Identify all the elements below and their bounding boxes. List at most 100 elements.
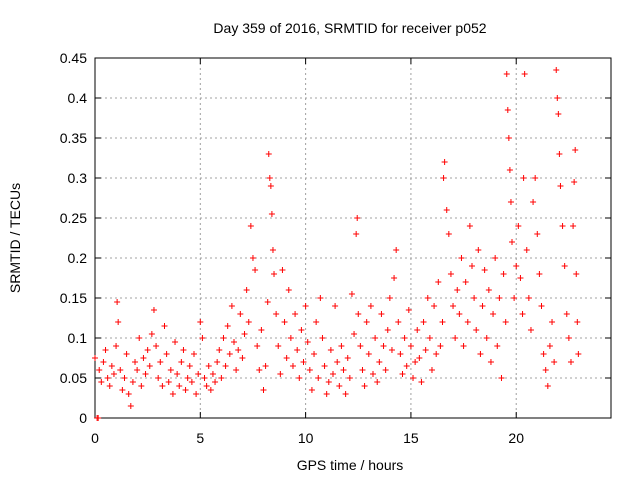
data-point <box>410 375 417 381</box>
data-point <box>243 287 250 293</box>
data-point <box>452 335 459 341</box>
data-point <box>393 247 400 253</box>
data-point <box>180 347 187 353</box>
data-point <box>571 179 578 185</box>
data-point <box>256 367 263 373</box>
data-point <box>520 175 527 181</box>
data-point <box>354 215 361 221</box>
data-point <box>159 383 166 389</box>
data-point <box>209 371 216 377</box>
data-point <box>237 311 244 317</box>
data-point <box>374 379 381 385</box>
data-point <box>407 343 414 349</box>
data-point <box>220 335 227 341</box>
data-point <box>197 319 204 325</box>
data-point <box>121 375 128 381</box>
data-point <box>515 223 522 229</box>
data-point <box>258 327 265 333</box>
data-point <box>110 371 117 377</box>
data-point <box>195 371 202 377</box>
data-point <box>281 319 288 325</box>
data-point <box>235 347 242 353</box>
data-point <box>266 175 273 181</box>
data-point <box>509 239 516 245</box>
data-point <box>216 347 223 353</box>
y-tick-label: 0.1 <box>68 330 88 346</box>
data-point <box>132 359 139 365</box>
plot-frame <box>94 57 612 419</box>
data-point <box>222 363 229 369</box>
data-point <box>466 223 473 229</box>
y-axis-label: SRMTID / TECUs <box>7 183 23 293</box>
data-point <box>525 295 532 301</box>
data-point <box>397 351 404 357</box>
data-point <box>418 379 425 385</box>
data-point <box>549 319 556 325</box>
data-point <box>296 375 303 381</box>
data-point <box>563 311 570 317</box>
data-point <box>264 299 271 305</box>
data-point <box>313 319 320 325</box>
data-point <box>153 343 160 349</box>
data-point <box>565 335 572 341</box>
data-point <box>325 379 332 385</box>
data-point <box>342 391 349 397</box>
data-point <box>422 347 429 353</box>
data-point <box>367 303 374 309</box>
data-point <box>500 271 507 277</box>
data-point <box>388 347 395 353</box>
data-point <box>575 351 582 357</box>
data-point <box>462 279 469 285</box>
data-point <box>275 343 282 349</box>
data-point <box>311 351 318 357</box>
data-point <box>561 263 568 269</box>
data-point <box>205 363 212 369</box>
data-point <box>511 295 518 301</box>
data-point <box>134 367 141 373</box>
data-point <box>340 367 347 373</box>
data-point <box>458 255 465 261</box>
data-point <box>332 303 339 309</box>
data-point <box>277 371 284 377</box>
data-point <box>193 391 200 397</box>
data-point <box>439 319 446 325</box>
x-tick-label: 0 <box>91 430 99 446</box>
data-point <box>119 387 126 393</box>
data-point <box>169 391 176 397</box>
data-point <box>572 147 579 153</box>
data-point <box>271 271 278 277</box>
data-point <box>532 175 539 181</box>
data-point <box>172 339 179 345</box>
data-point <box>391 275 398 281</box>
data-point <box>473 327 480 333</box>
data-point <box>218 375 225 381</box>
data-point <box>214 359 221 365</box>
data-point <box>485 287 492 293</box>
data-point <box>471 295 478 301</box>
data-point <box>498 375 505 381</box>
data-point <box>317 295 324 301</box>
data-point <box>294 347 301 353</box>
data-point <box>503 71 510 77</box>
data-point <box>178 359 185 365</box>
data-point <box>551 359 558 365</box>
data-point <box>174 371 181 377</box>
data-point <box>334 359 341 365</box>
data-point <box>308 387 315 393</box>
data-point <box>481 267 488 273</box>
data-point <box>464 319 471 325</box>
data-point <box>351 331 358 337</box>
data-point <box>424 295 431 301</box>
data-point <box>440 175 447 181</box>
data-point <box>504 107 511 113</box>
data-point <box>534 231 541 237</box>
data-point <box>226 351 233 357</box>
data-point <box>254 343 261 349</box>
data-point <box>382 367 389 373</box>
data-point <box>363 319 370 325</box>
data-point <box>487 359 494 365</box>
data-point <box>506 167 513 173</box>
data-point <box>380 343 387 349</box>
data-point <box>95 415 102 421</box>
